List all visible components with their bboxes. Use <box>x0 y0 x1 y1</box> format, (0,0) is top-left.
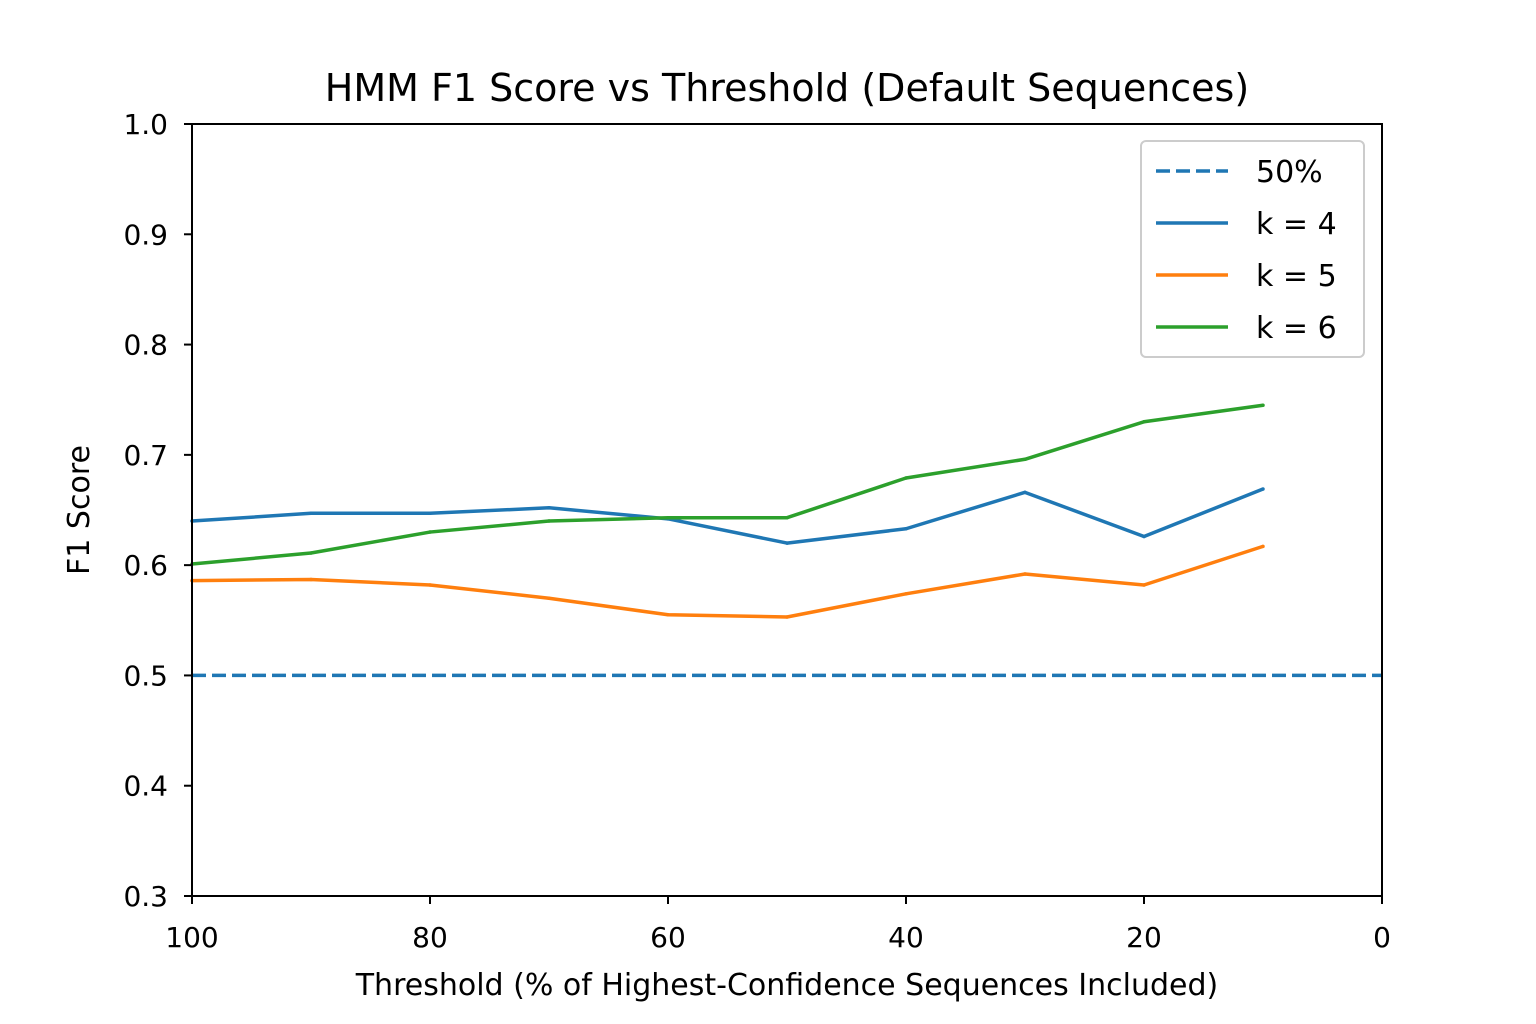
data-point <box>785 515 789 520</box>
plot-frame <box>191 123 1383 897</box>
y-tick-label: 0.7 <box>123 439 168 472</box>
data-point <box>1023 457 1027 462</box>
y-tick-label: 0.8 <box>123 329 168 362</box>
x-tick-label: 100 <box>165 921 218 954</box>
y-tick-label: 0.3 <box>123 880 168 913</box>
data-point <box>904 526 908 531</box>
legend-label: k = 4 <box>1256 207 1337 242</box>
data-point <box>428 583 432 587</box>
data-point <box>1023 572 1027 576</box>
data-point <box>309 551 313 555</box>
data-point <box>1023 490 1027 495</box>
data-point <box>1142 534 1146 539</box>
legend-label: k = 6 <box>1256 311 1337 346</box>
legend-box <box>1140 140 1365 358</box>
data-point <box>1142 420 1146 424</box>
y-tick-label: 0.4 <box>123 770 168 803</box>
data-point <box>547 596 551 600</box>
x-axis-label: Threshold (% of Highest-Confidence Seque… <box>355 968 1219 1003</box>
data-point <box>428 511 432 516</box>
data-point <box>904 476 908 480</box>
series-line-3 <box>191 403 1264 566</box>
y-axis-label: F1 Score <box>62 445 97 575</box>
x-axis: 100 80 60 40 20 0 <box>165 896 1391 954</box>
legend-label: k = 5 <box>1256 259 1337 294</box>
x-tick-label: 40 <box>888 921 924 954</box>
data-point <box>1142 583 1146 587</box>
y-axis: 0.3 0.4 0.5 0.6 0.7 0.8 0.9 1.0 <box>123 108 192 913</box>
x-tick-label: 20 <box>1126 921 1162 954</box>
data-point <box>309 511 313 516</box>
plot-area <box>190 123 1383 897</box>
chart-title: HMM F1 Score vs Threshold (Default Seque… <box>325 66 1249 110</box>
data-point <box>904 592 908 596</box>
y-tick-label: 0.5 <box>123 659 168 692</box>
series-line-1 <box>191 487 1264 545</box>
x-tick-label: 80 <box>412 921 448 954</box>
data-point <box>309 577 313 582</box>
data-point <box>785 541 789 545</box>
data-point <box>666 515 670 520</box>
series-line-2 <box>191 544 1264 619</box>
y-tick-label: 0.6 <box>123 549 168 582</box>
data-point <box>666 613 670 617</box>
legend-label: 50% <box>1256 155 1323 190</box>
x-tick-label: 0 <box>1373 921 1391 954</box>
data-point <box>1261 403 1265 407</box>
data-point <box>1261 487 1265 491</box>
data-point <box>428 530 432 534</box>
y-tick-label: 1.0 <box>123 108 168 141</box>
data-point <box>547 506 551 510</box>
data-point <box>1261 544 1265 549</box>
x-tick-label: 60 <box>650 921 686 954</box>
data-point <box>785 615 789 619</box>
legend: 50% k = 4 k = 5 k = 6 <box>1140 140 1365 358</box>
y-tick-label: 0.9 <box>123 218 168 251</box>
data-point <box>547 519 551 523</box>
